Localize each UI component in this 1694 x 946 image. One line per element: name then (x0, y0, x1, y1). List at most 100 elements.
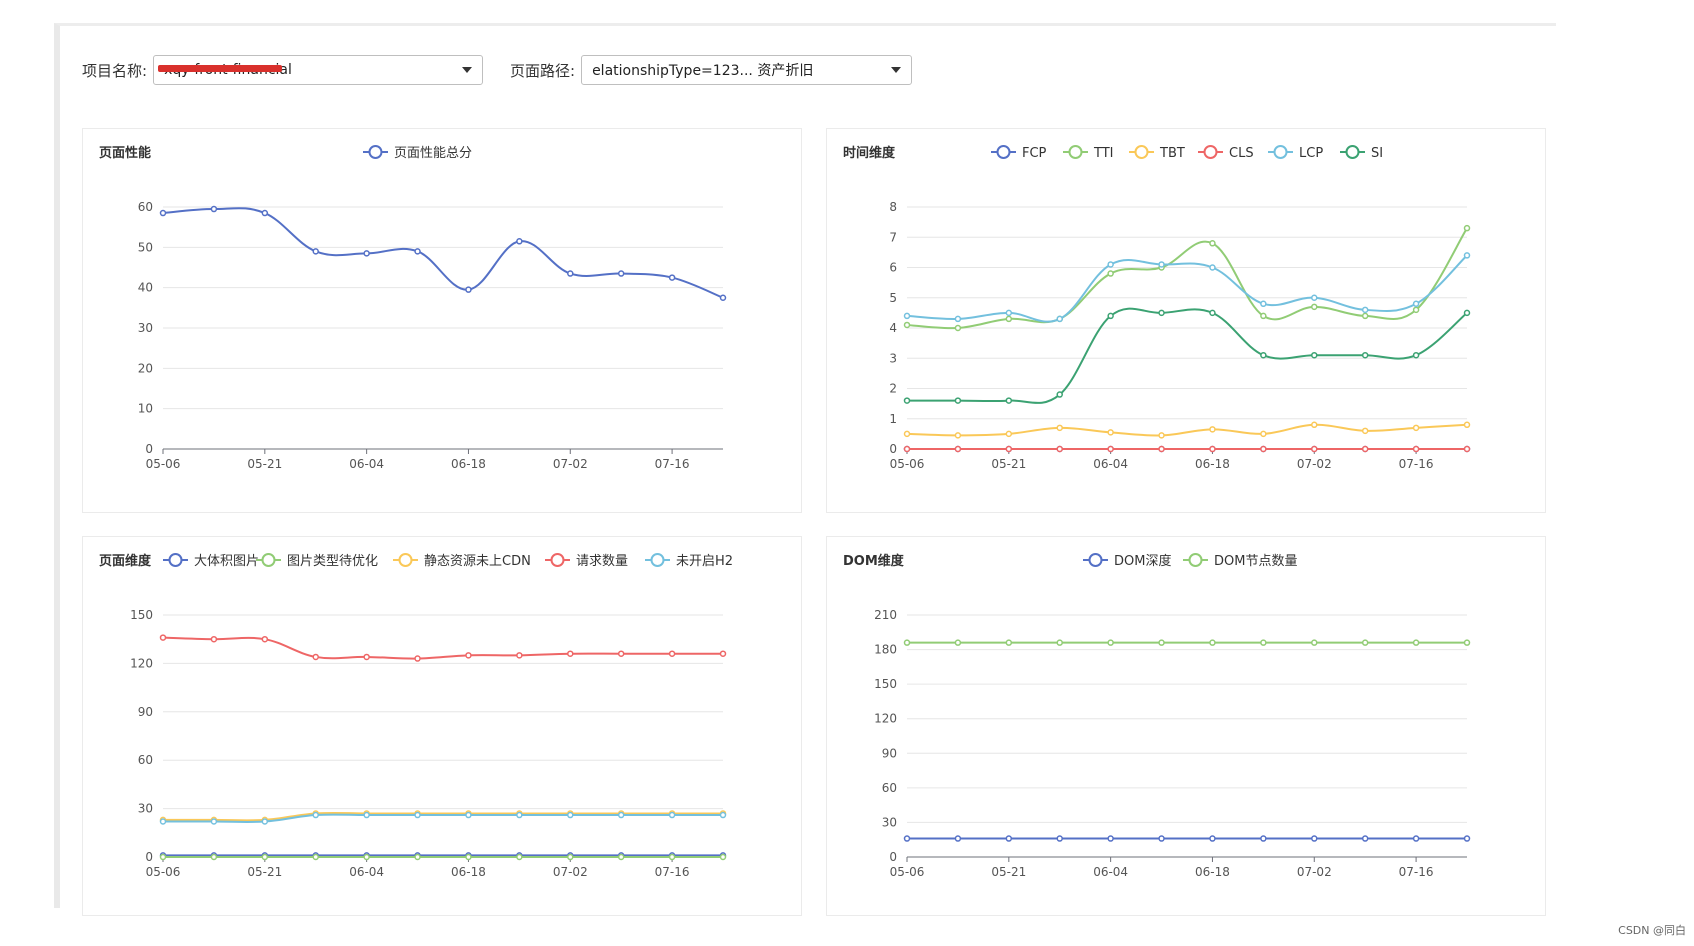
data-point[interactable] (1361, 306, 1369, 314)
data-point[interactable] (261, 853, 269, 861)
data-point[interactable] (1209, 835, 1216, 842)
data-point[interactable] (1311, 303, 1318, 311)
data-point[interactable] (1463, 224, 1471, 232)
data-point[interactable] (1361, 312, 1369, 320)
data-point[interactable] (516, 811, 523, 819)
data-point[interactable] (1158, 309, 1165, 317)
data-point[interactable] (1361, 445, 1369, 453)
data-point[interactable] (954, 639, 962, 646)
data-point[interactable] (1209, 639, 1216, 646)
data-point[interactable] (1158, 639, 1165, 646)
data-point[interactable] (567, 811, 574, 819)
data-point[interactable] (668, 274, 676, 281)
data-point[interactable] (1412, 351, 1420, 359)
data-point[interactable] (567, 270, 574, 277)
legend-item[interactable]: 未开启H2 (645, 553, 733, 569)
data-point[interactable] (903, 312, 911, 320)
data-point[interactable] (1463, 835, 1471, 842)
data-point[interactable] (465, 853, 472, 861)
data-point[interactable] (261, 209, 269, 217)
data-point[interactable] (1412, 424, 1420, 432)
data-point[interactable] (1158, 432, 1165, 439)
legend-item[interactable]: SI (1340, 145, 1383, 161)
legend-item[interactable]: TTI (1063, 145, 1114, 161)
data-point[interactable] (719, 811, 727, 819)
data-point[interactable] (668, 650, 676, 657)
data-point[interactable] (1209, 240, 1216, 247)
data-point[interactable] (312, 248, 319, 255)
data-point[interactable] (312, 853, 319, 861)
data-point[interactable] (1107, 429, 1114, 436)
path-select[interactable]: elationshipType=123... 资产折旧 (581, 55, 913, 85)
data-point[interactable] (1412, 639, 1420, 646)
data-point[interactable] (954, 432, 962, 439)
data-point[interactable] (954, 315, 962, 323)
data-point[interactable] (1056, 639, 1063, 646)
data-point[interactable] (1107, 835, 1114, 842)
data-point[interactable] (1260, 430, 1267, 438)
data-point[interactable] (159, 634, 167, 641)
data-point[interactable] (1463, 445, 1471, 453)
data-point[interactable] (1005, 397, 1013, 404)
legend-item[interactable]: 大体积图片 (163, 553, 259, 569)
project-select[interactable]: xqy-front-financial (153, 55, 484, 85)
data-point[interactable] (261, 818, 269, 825)
data-point[interactable] (414, 655, 421, 662)
data-point[interactable] (1107, 312, 1114, 320)
data-point[interactable] (1209, 445, 1216, 453)
data-point[interactable] (668, 853, 676, 861)
data-point[interactable] (1463, 252, 1471, 259)
data-point[interactable] (1158, 261, 1165, 268)
data-point[interactable] (1209, 426, 1216, 433)
data-point[interactable] (210, 853, 218, 861)
data-point[interactable] (465, 652, 472, 659)
data-point[interactable] (414, 811, 421, 819)
data-point[interactable] (1056, 391, 1063, 398)
data-point[interactable] (567, 650, 574, 657)
data-point[interactable] (210, 818, 218, 825)
data-point[interactable] (1412, 445, 1420, 453)
data-point[interactable] (617, 270, 625, 277)
data-point[interactable] (465, 811, 472, 819)
data-point[interactable] (617, 650, 625, 657)
data-point[interactable] (261, 635, 269, 643)
data-point[interactable] (617, 811, 625, 819)
legend-item[interactable]: 图片类型待优化 (256, 553, 378, 569)
legend-item[interactable]: 静态资源未上CDN (393, 553, 531, 569)
legend-item[interactable]: CLS (1198, 145, 1254, 161)
data-point[interactable] (1412, 300, 1420, 308)
data-point[interactable] (617, 853, 625, 861)
data-point[interactable] (363, 250, 370, 257)
data-point[interactable] (719, 853, 727, 861)
data-point[interactable] (1260, 835, 1267, 842)
data-point[interactable] (363, 653, 370, 661)
data-point[interactable] (1158, 445, 1165, 453)
data-point[interactable] (312, 811, 319, 819)
data-point[interactable] (1107, 639, 1114, 646)
data-point[interactable] (159, 818, 167, 825)
data-point[interactable] (719, 294, 727, 301)
data-point[interactable] (1260, 300, 1267, 308)
data-point[interactable] (1311, 421, 1318, 429)
data-point[interactable] (1056, 315, 1063, 323)
data-point[interactable] (954, 324, 962, 332)
data-point[interactable] (903, 430, 911, 438)
data-point[interactable] (954, 445, 962, 453)
legend-item[interactable]: DOM深度 (1083, 553, 1171, 569)
data-point[interactable] (1361, 639, 1369, 646)
data-point[interactable] (1056, 424, 1063, 432)
data-point[interactable] (1260, 312, 1267, 320)
data-point[interactable] (1107, 261, 1114, 268)
data-point[interactable] (1005, 315, 1013, 323)
data-point[interactable] (1361, 835, 1369, 842)
data-point[interactable] (1260, 445, 1267, 453)
data-point[interactable] (668, 811, 676, 819)
data-point[interactable] (1005, 835, 1013, 842)
data-point[interactable] (1311, 445, 1318, 453)
data-point[interactable] (516, 652, 523, 659)
data-point[interactable] (516, 238, 523, 245)
data-point[interactable] (1107, 270, 1114, 277)
data-point[interactable] (363, 811, 370, 819)
data-point[interactable] (954, 835, 962, 842)
data-point[interactable] (210, 205, 218, 213)
